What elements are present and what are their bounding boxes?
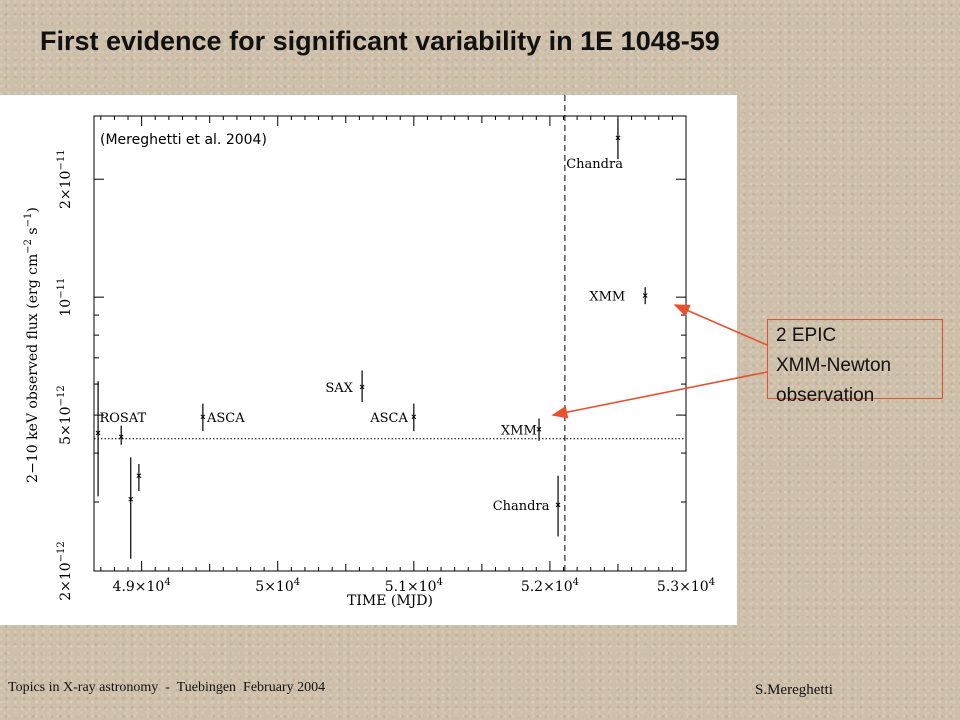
point-marker bbox=[136, 473, 142, 479]
x-tick-label: 5.2×104 bbox=[521, 577, 579, 595]
mission-label: ASCA bbox=[206, 411, 245, 426]
data-points bbox=[95, 118, 648, 559]
mission-label: Chandra bbox=[493, 499, 550, 514]
data-point bbox=[642, 287, 648, 305]
footer-course-info: Topics in X-ray astronomy - Tuebingen Fe… bbox=[8, 680, 326, 695]
y-tick-label: 5×10−12 bbox=[56, 385, 74, 445]
point-marker bbox=[642, 293, 648, 298]
y-tick-label: 2×10−11 bbox=[56, 149, 74, 209]
data-point bbox=[95, 381, 101, 497]
y-tick-label: 2×10−12 bbox=[56, 541, 74, 601]
y-tick-labels: 2×10−12 5×10−12 10−11 2×10−11 bbox=[56, 149, 74, 600]
data-point bbox=[615, 118, 621, 160]
mission-label: Chandra bbox=[566, 157, 623, 172]
data-point bbox=[128, 457, 134, 559]
mission-label: ASCA bbox=[369, 411, 408, 426]
data-point bbox=[359, 370, 365, 403]
x-tick-label: 5.1×104 bbox=[385, 577, 443, 595]
mission-labels: ROSAT ASCA SAX ASCA XMM Chandra Chandra XMM bbox=[99, 157, 625, 514]
footer-author: S.Mereghetti bbox=[755, 682, 833, 698]
point-marker bbox=[411, 414, 417, 420]
callout-line-2: XMM-Newton bbox=[776, 355, 892, 376]
point-marker bbox=[95, 430, 101, 436]
y-tick-label: 10−11 bbox=[56, 278, 74, 317]
tick-marks bbox=[94, 116, 687, 572]
mission-label: XMM bbox=[589, 289, 625, 304]
callout-box: 2 EPIC XMM-Newton observation bbox=[767, 319, 943, 406]
data-point bbox=[136, 464, 142, 492]
data-point bbox=[200, 403, 206, 432]
point-marker bbox=[128, 496, 134, 502]
mission-label: ROSAT bbox=[99, 411, 146, 426]
data-point bbox=[536, 418, 542, 441]
data-point bbox=[555, 475, 561, 537]
plot-frame bbox=[93, 115, 687, 572]
slide-title: First evidence for significant variabili… bbox=[40, 26, 720, 56]
x-tick-label: 5.3×104 bbox=[657, 577, 715, 595]
x-tick-labels: 4.9×104 5×104 5.1×104 5.2×104 5.3×104 bbox=[113, 577, 716, 595]
mission-label: SAX bbox=[325, 381, 353, 396]
x-tick-label: 5×104 bbox=[255, 577, 300, 595]
point-marker bbox=[555, 502, 561, 508]
mission-label: XMM bbox=[501, 423, 537, 438]
plot-panel: ROSAT ASCA SAX ASCA XMM Chandra Chandra XMM 4.9… bbox=[0, 95, 737, 625]
point-marker bbox=[359, 384, 365, 390]
data-point bbox=[118, 425, 124, 445]
callout-line-1: 2 EPIC bbox=[776, 325, 837, 346]
point-marker bbox=[536, 426, 542, 432]
callout-line-3: observation bbox=[776, 385, 875, 406]
point-marker bbox=[615, 135, 621, 141]
y-axis-label: 2−10 keV observed flux (erg cm−2 s−1) bbox=[23, 207, 41, 483]
point-marker bbox=[118, 434, 124, 440]
data-point bbox=[411, 403, 417, 432]
x-tick-label: 4.9×104 bbox=[113, 577, 171, 595]
x-axis-label: TIME (MJD) bbox=[347, 593, 433, 609]
point-marker bbox=[200, 414, 206, 420]
chart-annotation: (Mereghetti et al. 2004) bbox=[100, 132, 267, 148]
flux-vs-time-chart: ROSAT ASCA SAX ASCA XMM Chandra Chandra XMM 4.9… bbox=[23, 95, 716, 609]
